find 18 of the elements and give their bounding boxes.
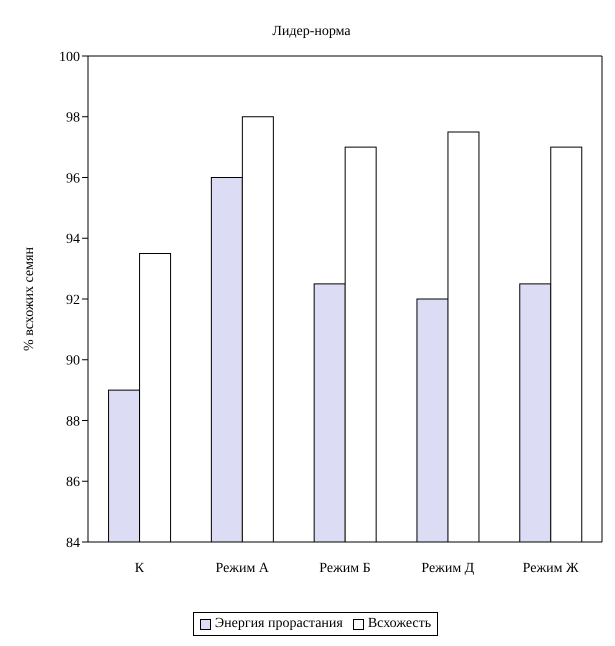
x-tick-label: Режим Д (421, 560, 475, 576)
x-tick-label: Режим А (215, 560, 270, 576)
y-tick-label: 94 (66, 232, 80, 248)
y-tick-label: 96 (66, 171, 80, 186)
y-tick-label: 92 (66, 292, 80, 308)
y-tick-label: 90 (66, 354, 80, 369)
y-tick-label: 88 (66, 414, 80, 430)
y-tick-label: 84 (66, 536, 80, 551)
y-tick-label: 100 (59, 50, 80, 65)
legend-label: Энергия прорастания (214, 616, 343, 632)
y-axis-title: % всхожих семян (22, 246, 37, 351)
chart-title: Лидер-норма (271, 24, 352, 40)
x-tick-label: Режим Б (319, 560, 371, 576)
legend-label: Всхожесть (368, 616, 432, 632)
y-tick-label: 98 (66, 110, 80, 126)
x-tick-label: Режим Ж (522, 560, 579, 576)
x-tick-label: К (134, 560, 145, 576)
y-tick-label: 86 (66, 475, 80, 490)
